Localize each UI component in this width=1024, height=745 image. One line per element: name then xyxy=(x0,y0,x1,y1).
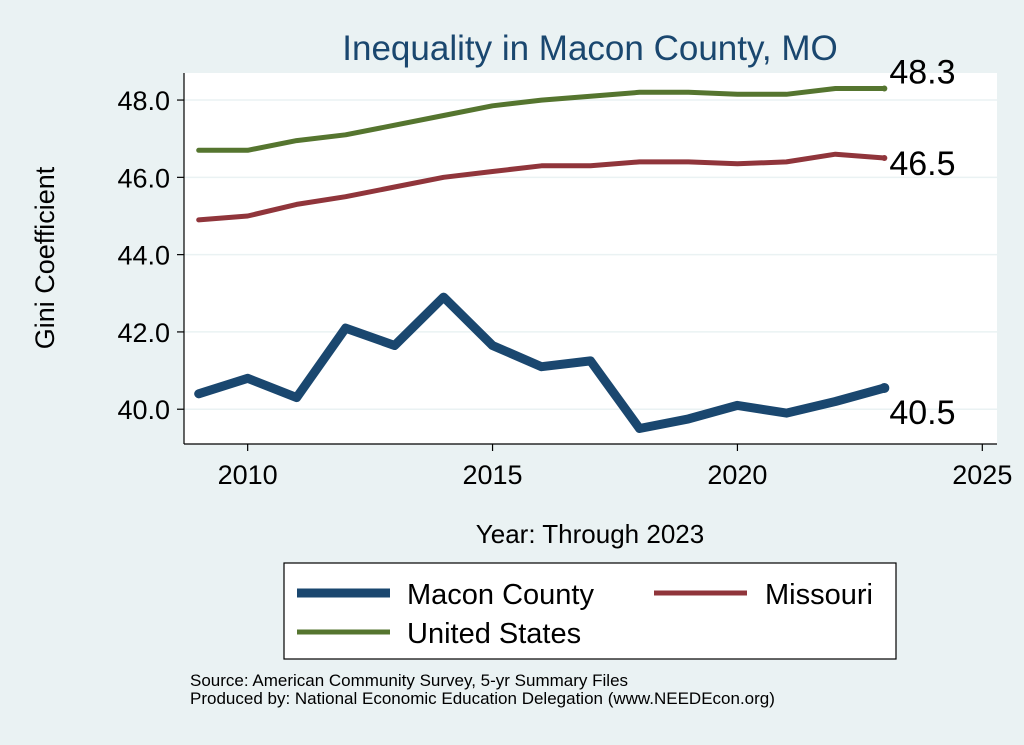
series-line-united-states xyxy=(196,86,887,153)
y-tick-label: 40.0 xyxy=(117,395,170,425)
x-axis-title: Year: Through 2023 xyxy=(476,519,704,549)
chart-footer: Source: American Community Survey, 5-yr … xyxy=(190,672,775,708)
series-line-missouri xyxy=(196,151,887,223)
gridlines xyxy=(184,99,997,410)
x-tick-label: 2010 xyxy=(218,460,278,490)
x-tick-label: 2025 xyxy=(952,460,1012,490)
x-tick-label: 2020 xyxy=(707,460,767,490)
legend: Macon County Missouri United States xyxy=(283,562,897,660)
axis-ticks: 40.0 42.0 44.0 46.0 48.0 2010 2015 2020 2025 xyxy=(117,86,1012,490)
series-end-marker xyxy=(879,382,890,393)
x-tick-label: 2015 xyxy=(463,460,523,490)
series-end-label: 48.3 xyxy=(889,53,955,91)
chart-title: Inequality in Macon County, MO xyxy=(342,29,837,68)
y-tick-label: 44.0 xyxy=(117,241,170,271)
series-end-marker xyxy=(881,85,888,92)
y-tick-label: 46.0 xyxy=(117,163,170,193)
legend-label-us: United States xyxy=(407,618,581,650)
series-end-label: 40.5 xyxy=(889,394,955,432)
legend-box xyxy=(283,562,897,660)
y-axis-title: Gini Coefficient xyxy=(30,166,60,349)
series-line-macon-county xyxy=(194,292,889,433)
series-end-marker xyxy=(881,155,888,162)
end-labels: 40.5 46.5 48.3 xyxy=(889,53,955,432)
plot-area xyxy=(184,73,997,444)
series-end-label: 46.5 xyxy=(889,145,955,183)
produced-by-note: Produced by: National Economic Education… xyxy=(190,689,775,708)
legend-label-missouri: Missouri xyxy=(765,579,873,611)
source-note: Source: American Community Survey, 5-yr … xyxy=(190,671,629,690)
legend-label-macon: Macon County xyxy=(407,579,594,611)
y-tick-label: 48.0 xyxy=(117,86,170,116)
series-lines xyxy=(194,85,890,433)
y-tick-label: 42.0 xyxy=(117,318,170,348)
